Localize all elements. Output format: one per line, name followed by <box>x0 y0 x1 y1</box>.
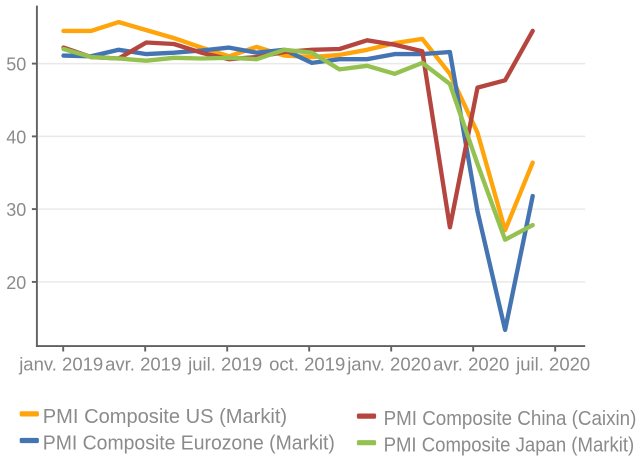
svg-text:juil. 2019: juil. 2019 <box>187 354 262 375</box>
svg-text:PMI Composite Eurozone (Markit: PMI Composite Eurozone (Markit) <box>43 431 335 454</box>
svg-text:oct. 2019: oct. 2019 <box>269 354 345 375</box>
svg-text:20: 20 <box>6 273 26 293</box>
svg-text:30: 30 <box>6 200 26 220</box>
svg-text:avr. 2019: avr. 2019 <box>105 354 181 375</box>
svg-text:janv. 2020: janv. 2020 <box>346 354 431 375</box>
svg-text:50: 50 <box>6 55 26 75</box>
svg-text:PMI Composite US (Markit): PMI Composite US (Markit) <box>43 405 287 428</box>
svg-text:PMI Composite Japan (Markit): PMI Composite Japan (Markit) <box>384 434 635 457</box>
svg-text:juil. 2020: juil. 2020 <box>515 354 590 375</box>
svg-text:avr. 2020: avr. 2020 <box>433 354 509 375</box>
svg-text:40: 40 <box>6 127 26 147</box>
svg-text:PMI Composite China (Caixin): PMI Composite China (Caixin) <box>384 407 637 430</box>
svg-text:janv. 2019: janv. 2019 <box>18 354 103 375</box>
